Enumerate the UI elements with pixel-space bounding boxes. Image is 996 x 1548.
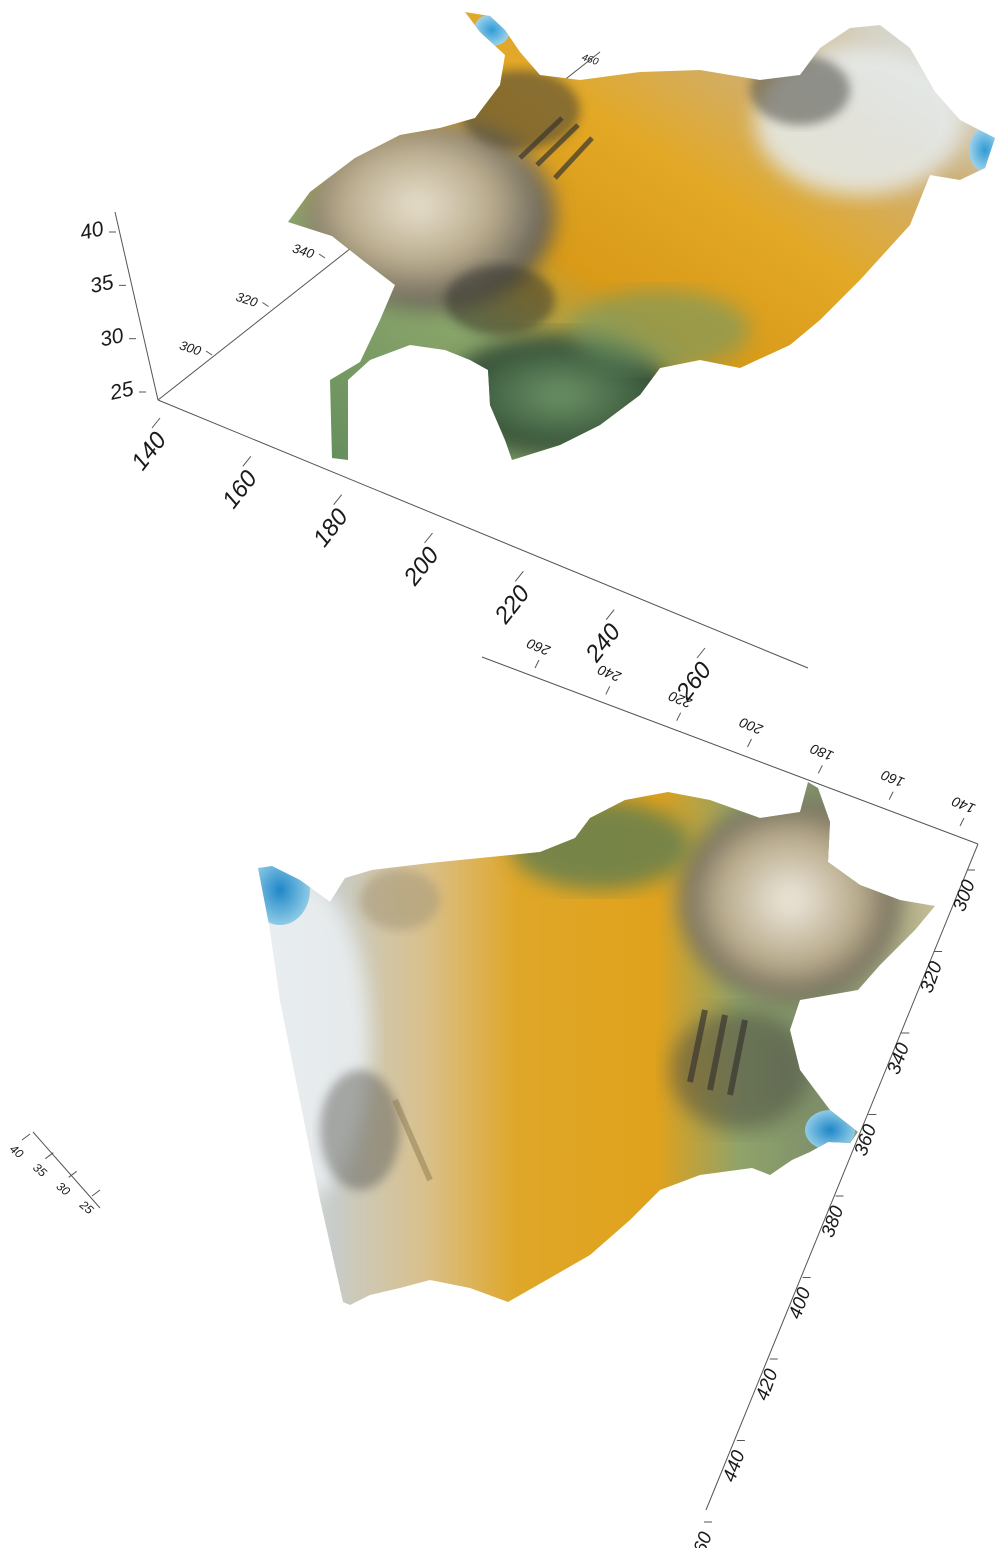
plot2-y-tick-label: 320 [916,958,947,995]
plot2-z-tick-label: 40 [7,1142,26,1162]
plot2-y-tick-label: 420 [752,1366,783,1403]
plot2-z-axis-line [32,1131,101,1209]
plot1-y-tick-label: 320 [234,289,260,310]
plot1-y-tick-label: 340 [291,241,317,262]
plot2-y-tick-label: 380 [818,1203,849,1240]
plot1-y-tick-mark [205,350,213,356]
plot1-x-tick-mark [514,571,524,582]
plot1-y-tick-label: 460 [580,52,600,68]
plot2-z-tick-label: 35 [30,1160,49,1180]
plot1-z-tick-label: 40 [78,217,106,244]
plot1-z-tick-label: 25 [107,377,136,405]
plot2-x-tick-label: 180 [808,741,836,765]
plot2-y-axis-line [705,843,979,1511]
plot1-z-tick-label: 30 [98,324,126,351]
plot2-x-tick-mark [817,765,823,774]
plot2-x-tick-mark [605,686,611,695]
plot2-z-tick-mark [45,1152,54,1160]
plot2-x-tick-label: 140 [949,793,977,817]
plot1-x-tick-mark [605,609,615,620]
plot1-x-tick-label: 220 [489,580,536,629]
plot2-z-tick-mark [21,1133,31,1141]
plot1-x-tick-mark [242,456,252,467]
plot2-y-tick-label: 360 [851,1121,882,1158]
plot1-x-axis-line [157,399,809,669]
plot2-y-tick-label: 340 [884,1040,915,1077]
plot1-y-tick-mark [262,302,269,307]
plot2-y-tick-label: 300 [949,877,980,914]
plot1-y-ticks: 300 320 340 460 [178,52,600,358]
plot1-x-tick-label: 160 [217,465,263,514]
plot2-z-tick-mark [68,1170,77,1178]
plot1-x-tick-mark [424,532,433,544]
plot2-z-tick-label: 30 [54,1179,73,1199]
plot1-x-tick-mark [151,417,161,429]
plot1-x-ticks: 140 160 180 200 220 240 260 [126,417,717,706]
plot2-x-tick-label: 160 [879,767,907,791]
plot2-z-tick-mark [91,1189,101,1197]
plot1-y-tick-mark [318,253,326,259]
plot2-x-tick-mark [959,817,965,827]
plot2-x-tick-mark [534,659,540,669]
plot2-x-axis-line [481,656,979,845]
plot1-y-tick-label: 300 [178,338,204,359]
plot1-x-tick-label: 180 [308,503,354,552]
plot1-z-ticks: 25 30 35 40 [78,217,146,405]
plot2-x-tick-mark [676,712,682,721]
plot2-y-tick-label: 460 [686,1529,717,1548]
plot1-x-tick-mark [696,647,706,659]
plot2-y-tick-label: 400 [785,1284,816,1321]
surface-plot-1: 25 30 35 40 300 320 340 460 140 160 180 200 220 240… [78,12,995,706]
plot1-x-tick-mark [333,494,343,505]
plot1-surface [288,12,995,460]
plot1-x-tick-label: 240 [580,618,627,667]
plot1-z-axis-line [114,211,159,401]
plot1-z-tick-label: 35 [88,271,116,298]
plot2-x-tick-mark [888,791,894,800]
plot2-surface [258,782,935,1305]
plot2-y-tick-label: 440 [719,1447,750,1484]
plot2-x-tick-label: 260 [524,635,553,659]
plot2-x-tick-mark [747,738,752,748]
plot2-x-tick-label: 200 [737,714,766,738]
plot1-x-tick-label: 140 [126,427,172,476]
plot1-x-tick-label: 200 [398,542,445,591]
